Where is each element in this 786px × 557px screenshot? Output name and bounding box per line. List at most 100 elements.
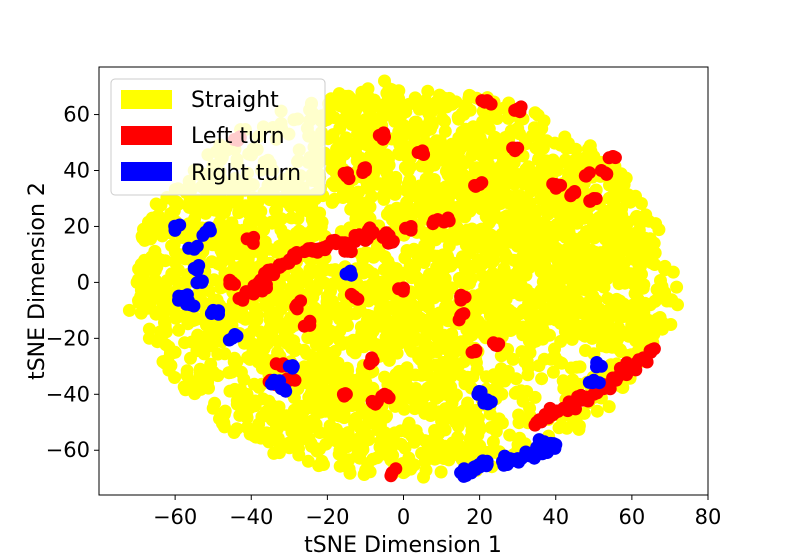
straight-point bbox=[384, 173, 398, 187]
straight-point bbox=[132, 296, 146, 310]
straight-point bbox=[552, 421, 566, 435]
straight-point bbox=[349, 307, 363, 321]
straight-point bbox=[644, 256, 658, 270]
straight-point bbox=[562, 317, 576, 331]
straight-point bbox=[247, 340, 261, 354]
left-turn-point bbox=[338, 244, 352, 258]
straight-point bbox=[421, 339, 435, 353]
straight-point bbox=[466, 370, 480, 384]
left-turn-point bbox=[363, 356, 377, 370]
straight-point bbox=[613, 294, 627, 308]
left-turn-point bbox=[478, 95, 492, 109]
straight-point bbox=[624, 247, 638, 261]
left-turn-point bbox=[383, 236, 397, 250]
straight-point bbox=[321, 333, 334, 347]
left-turn-point bbox=[579, 169, 593, 182]
left-turn-point bbox=[336, 387, 350, 401]
straight-point bbox=[408, 402, 422, 416]
straight-point bbox=[320, 295, 334, 309]
straight-point bbox=[415, 446, 429, 460]
straight-point bbox=[180, 364, 194, 378]
straight-point bbox=[466, 224, 480, 237]
right-turn-point bbox=[222, 333, 236, 347]
straight-point bbox=[441, 195, 455, 209]
straight-point bbox=[415, 289, 429, 303]
straight-point bbox=[460, 155, 474, 169]
straight-point bbox=[325, 162, 339, 176]
straight-point bbox=[263, 429, 277, 443]
straight-point bbox=[495, 212, 509, 226]
straight-point bbox=[403, 160, 417, 174]
straight-point bbox=[222, 252, 236, 266]
straight-point bbox=[427, 177, 441, 191]
straight-point bbox=[446, 367, 460, 380]
straight-point bbox=[480, 270, 494, 284]
straight-point bbox=[405, 429, 419, 443]
straight-point bbox=[335, 136, 349, 150]
straight-point bbox=[193, 382, 207, 396]
straight-point bbox=[598, 213, 612, 227]
straight-point bbox=[138, 233, 152, 247]
y-tick-label: −60 bbox=[46, 438, 90, 462]
straight-point bbox=[552, 307, 566, 321]
straight-point bbox=[225, 241, 239, 255]
straight-point bbox=[418, 406, 432, 420]
straight-point bbox=[561, 156, 575, 170]
right-turn-point bbox=[273, 374, 287, 388]
straight-point bbox=[522, 171, 536, 185]
straight-point bbox=[193, 367, 207, 381]
straight-point bbox=[172, 323, 186, 337]
straight-point bbox=[543, 198, 557, 212]
straight-point bbox=[608, 238, 622, 252]
straight-point bbox=[149, 197, 163, 211]
straight-point bbox=[621, 215, 635, 229]
x-tick-label: 0 bbox=[397, 505, 410, 529]
straight-point bbox=[468, 260, 482, 274]
straight-point bbox=[257, 342, 271, 355]
right-turn-point bbox=[187, 242, 201, 256]
straight-point bbox=[543, 235, 557, 249]
straight-point bbox=[458, 260, 472, 274]
straight-point bbox=[655, 280, 669, 293]
straight-point bbox=[537, 114, 551, 128]
straight-point bbox=[348, 205, 362, 219]
straight-point bbox=[671, 298, 684, 312]
right-turn-point bbox=[537, 435, 551, 449]
straight-point bbox=[594, 246, 608, 260]
straight-point bbox=[458, 210, 472, 224]
straight-point bbox=[532, 359, 546, 373]
left-turn-point bbox=[452, 313, 466, 327]
straight-point bbox=[394, 424, 408, 438]
straight-point bbox=[419, 119, 433, 133]
straight-point bbox=[431, 448, 445, 462]
straight-point bbox=[525, 305, 538, 319]
straight-point bbox=[179, 383, 192, 397]
straight-point bbox=[468, 409, 481, 423]
straight-point bbox=[366, 267, 380, 281]
straight-point bbox=[403, 258, 417, 272]
x-tick-label: −20 bbox=[305, 505, 349, 529]
straight-point bbox=[420, 236, 433, 250]
straight-point bbox=[587, 150, 601, 163]
straight-point bbox=[345, 399, 359, 412]
straight-point bbox=[333, 312, 347, 326]
straight-point bbox=[288, 406, 302, 420]
straight-point bbox=[247, 322, 261, 336]
left-turn-point bbox=[513, 105, 527, 119]
straight-point bbox=[437, 328, 451, 342]
straight-point bbox=[459, 198, 473, 212]
straight-point bbox=[625, 307, 639, 321]
straight-point bbox=[525, 325, 539, 339]
straight-point bbox=[301, 454, 315, 468]
straight-point bbox=[207, 273, 221, 287]
left-turn-point bbox=[342, 172, 356, 186]
straight-point bbox=[157, 302, 171, 316]
straight-point bbox=[165, 239, 179, 253]
straight-point bbox=[548, 351, 562, 365]
straight-point bbox=[620, 266, 633, 280]
y-tick-label: 20 bbox=[63, 214, 90, 238]
straight-point bbox=[399, 308, 413, 322]
straight-point bbox=[566, 277, 580, 291]
straight-point bbox=[396, 367, 410, 381]
straight-point bbox=[330, 375, 344, 389]
